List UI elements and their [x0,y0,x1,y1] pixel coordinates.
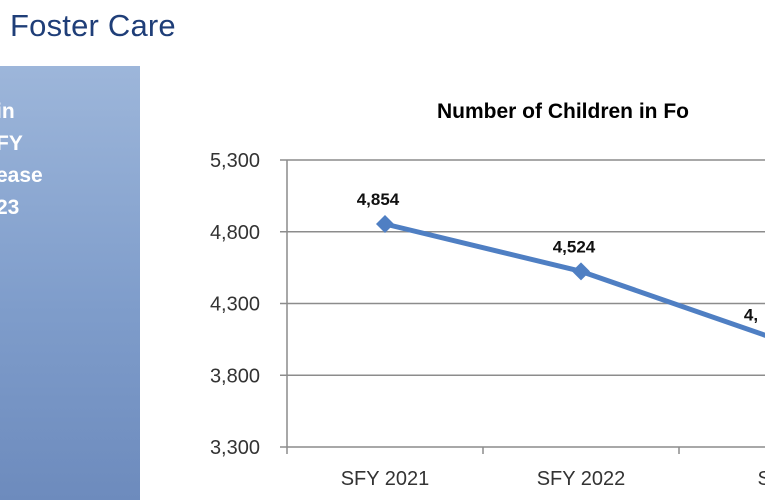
side-line-3: ease [0,164,43,187]
x-tick-label-1: SFY 2022 [537,468,626,490]
data-label-1: 4,524 [553,237,596,256]
y-tick-label-0: 3,300 [210,437,260,459]
side-panel-text: in FY ease 23 [0,96,140,224]
y-tick-label-4: 5,300 [210,150,260,172]
x-tick-label-2: SFY [758,468,765,490]
data-label-0: 4,854 [357,190,400,209]
y-tick-label-3: 4,800 [210,222,260,244]
x-tick-label-0: SFY 2021 [341,468,430,490]
data-label-2: 4, [744,305,758,324]
chart-title: Number of Children in Fo [437,100,689,123]
data-point-0 [376,215,394,234]
slide-title: Foster Care [10,8,176,43]
side-line-2: FY [0,132,23,155]
side-line-1: in [0,100,15,123]
data-point-1 [572,262,590,281]
side-panel [0,66,140,500]
y-tick-label-1: 3,800 [210,365,260,387]
side-line-4: 23 [0,196,20,219]
y-tick-label-2: 4,300 [210,294,260,316]
